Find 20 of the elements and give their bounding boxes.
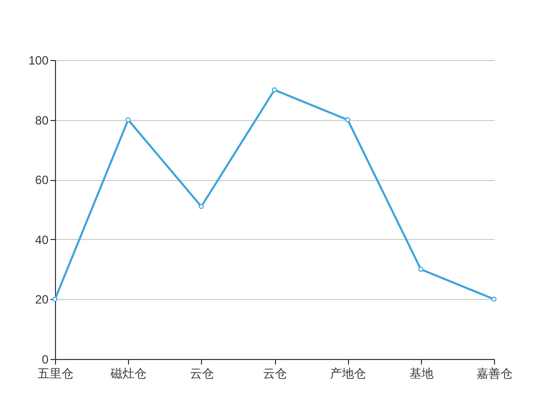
point [198,204,204,210]
point [126,117,131,122]
point [272,87,277,92]
x-tick-label: 产地仓 [330,366,366,380]
x-tick-label: 云仓 [190,366,214,380]
point [345,117,350,122]
point [52,296,58,302]
x-tick-label: 云仓 [263,366,287,380]
y-tick-label: 40 [35,232,49,247]
point [492,296,496,302]
y-tick-label: 80 [35,113,49,128]
y-tick-label: 100 [28,54,49,68]
x-tick-label: 磁灶仓 [110,366,147,380]
x-tick-label: 五里仓 [38,366,74,380]
x-tick-label: 基地 [409,366,434,380]
y-tick-label: 0 [42,352,49,366]
y-tick-label: 60 [35,173,49,188]
y-tick-label: 20 [35,292,49,307]
x-tick-label: 嘉善仓 [476,366,512,380]
point [418,266,424,272]
